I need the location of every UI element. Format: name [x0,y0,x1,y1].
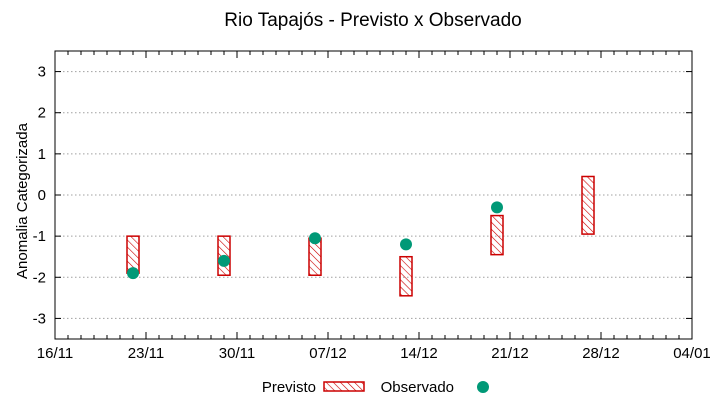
x-tick-label: 30/11 [219,345,255,362]
observed-point [127,267,139,280]
x-tick-label: 28/12 [582,345,620,362]
observed-point [218,254,230,267]
observed-point [491,201,503,214]
x-tick-label: 21/12 [491,345,529,362]
forecast-box [399,255,413,297]
chart-title: Rio Tapajós - Previsto x Observado [224,10,521,31]
legend-label-previsto: Previsto [262,379,316,396]
legend-label-observado: Observado [381,379,454,396]
plot-marks [126,175,595,297]
y-tick-label: -3 [33,310,46,327]
y-tick-label: -1 [33,228,46,245]
x-tick-label: 23/11 [128,345,164,362]
x-tick-label: 16/11 [37,345,73,362]
forecast-box [581,175,595,235]
observed-point [309,232,321,245]
x-tick-label: 07/12 [309,345,347,362]
x-tick-label: 04/01 [673,345,711,362]
axes: -3 -2 -1 0 1 2 3 16/11 23/11 30/11 07/12 14/12 21/12… [33,50,711,362]
y-axis-label: Anomalia Categorizada [14,122,31,279]
y-tick-label: 0 [38,187,46,204]
legend-swatch-observado [477,381,489,393]
y-tick-label: 1 [38,146,46,163]
y-tick-label: -2 [33,269,46,286]
y-tick-label: 2 [38,105,46,122]
grid-lines [55,71,692,319]
legend-swatch-previsto [323,381,365,392]
observed-point [400,238,412,251]
forecast-box [490,214,504,256]
x-tick-label: 14/12 [400,345,438,362]
y-tick-label: 3 [38,64,46,81]
legend: Previsto Observado [262,379,489,396]
